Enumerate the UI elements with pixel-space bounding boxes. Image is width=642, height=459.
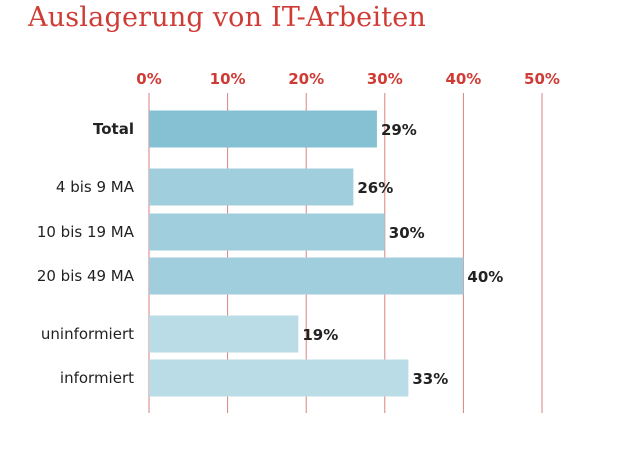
x-tick-label: 10% bbox=[210, 70, 246, 88]
category-label: 4 bis 9 MA bbox=[56, 178, 135, 196]
x-axis-ticks: 0% 10% 20% 30% 40% 50% bbox=[136, 70, 560, 88]
data-label: 19% bbox=[302, 326, 338, 344]
x-tick-label: 20% bbox=[288, 70, 324, 88]
category-labels: Total 4 bis 9 MA 10 bis 19 MA 20 bis 49 MA u… bbox=[37, 120, 135, 387]
data-label: 29% bbox=[381, 121, 417, 139]
category-label: 20 bis 49 MA bbox=[37, 267, 135, 285]
x-tick-label: 50% bbox=[524, 70, 560, 88]
x-tick-label: 0% bbox=[136, 70, 161, 88]
category-label: Total bbox=[93, 120, 134, 138]
chart-title: Auslagerung von IT-Arbeiten bbox=[28, 2, 427, 33]
category-label: informiert bbox=[60, 369, 134, 387]
data-label: 30% bbox=[389, 224, 425, 242]
x-tick-label: 30% bbox=[367, 70, 403, 88]
bar bbox=[149, 359, 409, 397]
bars bbox=[149, 110, 464, 397]
bar bbox=[149, 110, 377, 148]
bar bbox=[149, 213, 385, 251]
data-label: 26% bbox=[357, 179, 393, 197]
data-labels: 29% 26% 30% 40% 19% 33% bbox=[302, 121, 503, 388]
data-label: 40% bbox=[467, 268, 503, 286]
category-label: uninformiert bbox=[41, 325, 134, 343]
x-tick-label: 40% bbox=[445, 70, 481, 88]
bar bbox=[149, 168, 354, 206]
bar bbox=[149, 257, 464, 295]
category-label: 10 bis 19 MA bbox=[37, 223, 135, 241]
bar bbox=[149, 315, 299, 353]
data-label: 33% bbox=[412, 370, 448, 388]
